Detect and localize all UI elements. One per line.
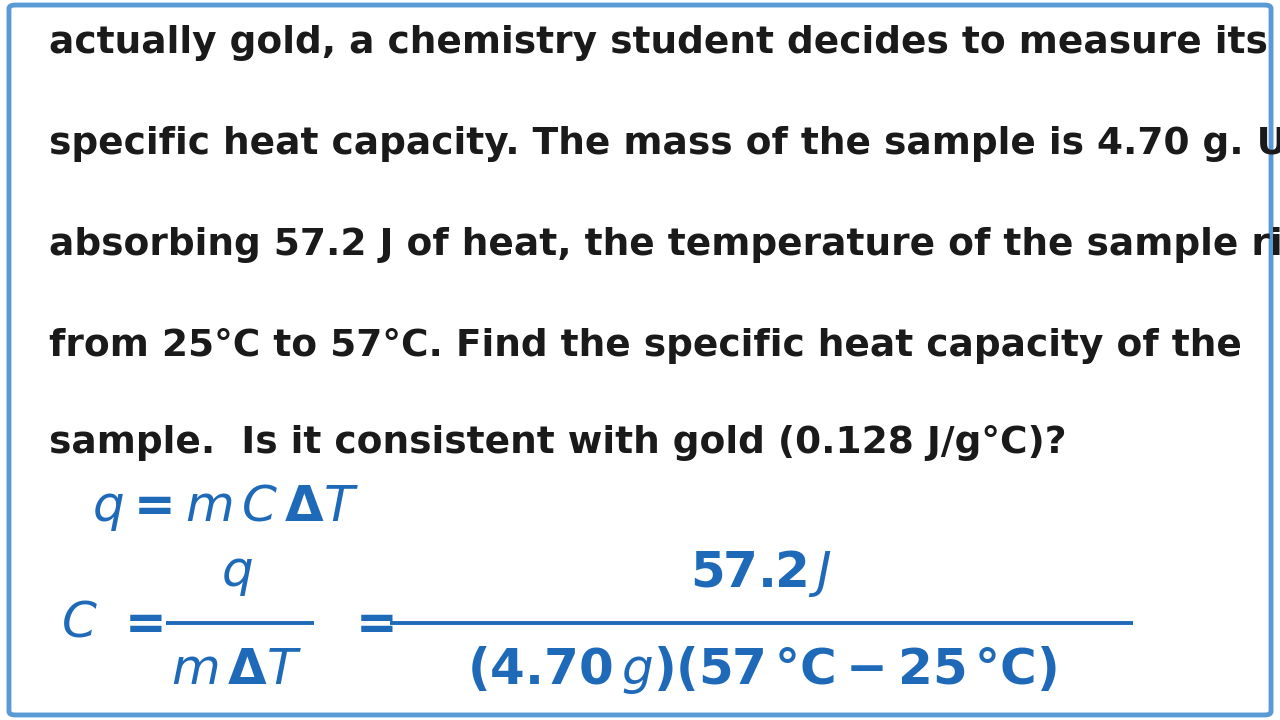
- Text: absorbing 57.2 J of heat, the temperature of the sample rises: absorbing 57.2 J of heat, the temperatur…: [49, 227, 1280, 263]
- Text: $\mathbf{=}$: $\mathbf{=}$: [115, 599, 164, 647]
- Text: $\mathbf{\mathit{C}}$: $\mathbf{\mathit{C}}$: [61, 599, 99, 647]
- Text: actually gold, a chemistry student decides to measure its: actually gold, a chemistry student decid…: [49, 25, 1267, 61]
- Text: $\mathbf{\mathit{q} = \mathit{m}\,\mathit{C}\,\Delta \mathit{T}}$: $\mathbf{\mathit{q} = \mathit{m}\,\mathi…: [92, 482, 360, 533]
- Text: sample.  Is it consistent with gold (0.128 J/g°C)?: sample. Is it consistent with gold (0.12…: [49, 425, 1066, 461]
- Text: $\mathbf{57.2\,\mathit{J}}$: $\mathbf{57.2\,\mathit{J}}$: [690, 549, 833, 599]
- Text: specific heat capacity. The mass of the sample is 4.70 g. Upon: specific heat capacity. The mass of the …: [49, 126, 1280, 162]
- FancyBboxPatch shape: [9, 5, 1271, 715]
- Text: $\mathbf{\mathit{q}}$: $\mathbf{\mathit{q}}$: [221, 550, 252, 598]
- Text: $\mathbf{\mathit{m}\,\Delta \mathit{T}}$: $\mathbf{\mathit{m}\,\Delta \mathit{T}}$: [172, 646, 302, 693]
- Text: from 25°C to 57°C. Find the specific heat capacity of the: from 25°C to 57°C. Find the specific hea…: [49, 328, 1242, 364]
- Text: $\mathbf{(4.70\,\mathit{g})(57\,\degree C - 25\,\degree C)}$: $\mathbf{(4.70\,\mathit{g})(57\,\degree …: [466, 644, 1057, 696]
- Text: $\mathbf{=}$: $\mathbf{=}$: [346, 599, 394, 647]
